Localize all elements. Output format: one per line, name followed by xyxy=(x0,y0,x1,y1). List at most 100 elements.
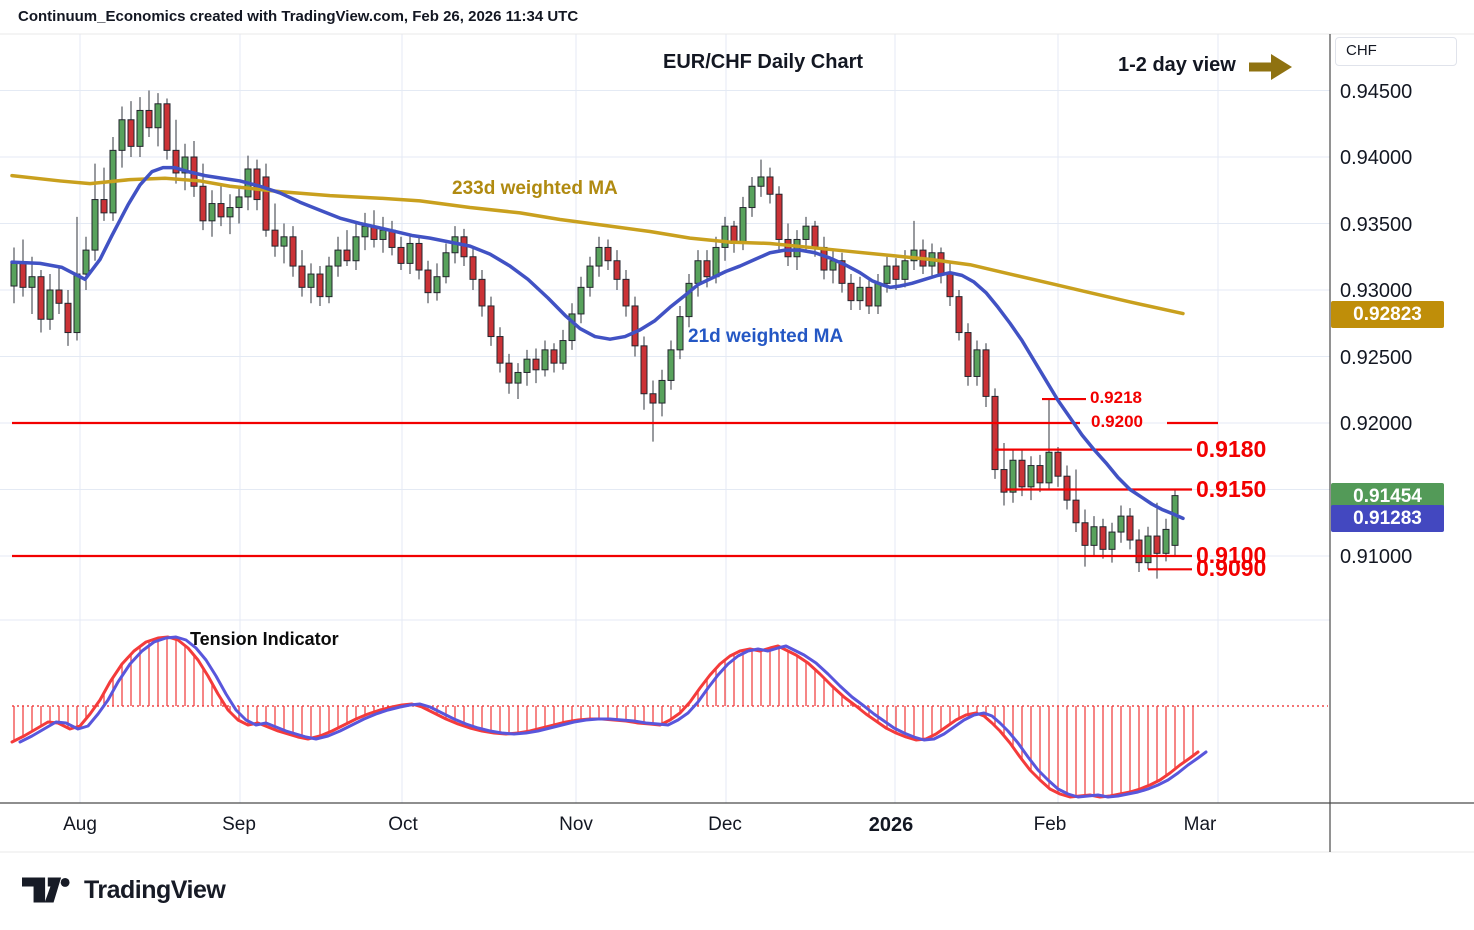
candle-bullish xyxy=(676,316,684,351)
candle-bearish xyxy=(478,278,486,307)
candle-bearish xyxy=(145,109,153,129)
candle-bearish xyxy=(298,265,306,288)
time-axis-label-Mar: Mar xyxy=(1183,814,1217,835)
candle-bullish xyxy=(1009,459,1017,493)
candle-bearish xyxy=(100,199,108,214)
candle-bullish xyxy=(1027,465,1035,488)
candle-bearish xyxy=(316,273,324,298)
candle-bullish xyxy=(91,199,99,251)
currency-label-box[interactable]: CHF xyxy=(1335,37,1457,66)
level-label-0.9180: 0.9180 xyxy=(1196,435,1267,462)
level-label-0.9150: 0.9150 xyxy=(1196,475,1267,502)
tension-blue-line xyxy=(18,635,1208,799)
candle-bearish xyxy=(487,305,495,338)
candle-bullish xyxy=(523,358,531,373)
candle-bullish xyxy=(136,109,144,147)
last-price-badge: 0.91454 xyxy=(1331,482,1444,510)
price-tick-0.92500: 0.92500 xyxy=(1340,346,1413,369)
time-axis-label-2026: 2026 xyxy=(868,814,914,836)
price-tick-0.92000: 0.92000 xyxy=(1340,413,1413,435)
brand-name: TradingView xyxy=(84,875,226,904)
candle-bullish xyxy=(379,229,387,240)
candle-bullish xyxy=(433,276,441,294)
candle-bullish xyxy=(559,340,567,364)
time-axis-label-Aug: Aug xyxy=(63,814,97,835)
ma233-line xyxy=(10,173,1185,316)
candle-bearish xyxy=(1135,539,1143,564)
candle-bearish xyxy=(1126,515,1134,541)
candle-bullish xyxy=(802,225,810,240)
candle-bullish xyxy=(712,246,720,278)
candle-bullish xyxy=(118,119,126,151)
tradingview-logo-icon xyxy=(20,874,72,906)
candle-bearish xyxy=(766,176,774,195)
candle-bullish xyxy=(1171,495,1179,546)
candle-bearish xyxy=(1099,526,1107,550)
candle-bullish xyxy=(577,286,585,315)
right-arrow-icon xyxy=(1246,52,1294,82)
time-axis-label-Dec: Dec xyxy=(708,814,742,835)
level-label-0.9100: 0.9100 xyxy=(1196,542,1267,568)
candle-bullish xyxy=(595,246,603,267)
candle-bullish xyxy=(1045,451,1053,484)
candle-bearish xyxy=(37,276,45,320)
ma21-label: 21d weighted MA xyxy=(688,326,844,347)
candle-bearish xyxy=(811,225,819,248)
candle-bearish xyxy=(1153,535,1161,554)
candle-bullish xyxy=(235,196,243,209)
candle-bullish xyxy=(307,273,315,288)
candle-bullish xyxy=(910,249,918,262)
tension-indicator-title: Tension Indicator xyxy=(190,629,339,649)
candle-bullish xyxy=(154,103,162,129)
candle-bullish xyxy=(901,260,909,280)
candle-bearish xyxy=(550,349,558,364)
candle-bearish xyxy=(631,305,639,347)
candle-bearish xyxy=(703,260,711,278)
candle-bearish xyxy=(262,176,270,231)
candle-bullish xyxy=(82,249,90,275)
candle-bullish xyxy=(685,282,693,318)
candle-bearish xyxy=(1018,459,1026,488)
level-label-0.9090: 0.9090 xyxy=(1196,555,1267,582)
ma233-value-badge: 0.92823 xyxy=(1331,300,1444,328)
candle-bullish xyxy=(28,276,36,288)
candle-bullish xyxy=(1144,535,1152,564)
candle-bearish xyxy=(289,236,297,267)
level-label-0.9200: 0.9200 xyxy=(1091,412,1143,431)
candle-bearish xyxy=(343,249,351,262)
price-tick-0.94000: 0.94000 xyxy=(1340,147,1413,169)
time-axis-label-Oct: Oct xyxy=(388,814,418,835)
candle-bearish xyxy=(649,393,657,404)
candle-bullish xyxy=(856,286,864,302)
candle-bearish xyxy=(271,229,279,247)
candle-bearish xyxy=(469,256,477,280)
candle-bullish xyxy=(541,349,549,371)
candle-bearish xyxy=(1000,469,1008,493)
candle-bearish xyxy=(19,262,27,288)
candle-bullish xyxy=(1090,526,1098,546)
candle-bearish xyxy=(613,260,621,280)
candle-bullish xyxy=(658,379,666,404)
candle-bearish xyxy=(1072,499,1080,524)
candle-bullish xyxy=(973,349,981,377)
candle-bearish xyxy=(604,246,612,262)
candle-bearish xyxy=(415,242,423,271)
candle-bearish xyxy=(1054,451,1062,477)
candle-bearish xyxy=(1063,475,1071,501)
tradingview-branding[interactable]: TradingView xyxy=(20,874,226,906)
candle-bullish xyxy=(334,249,342,267)
candle-bullish xyxy=(208,203,216,222)
candle-bearish xyxy=(892,265,900,280)
ma21-line xyxy=(10,165,1185,521)
candle-bearish xyxy=(55,289,63,304)
view-note-label: 1-2 day view xyxy=(1118,54,1236,76)
candle-bearish xyxy=(991,395,999,471)
candle-bullish xyxy=(568,313,576,342)
candle-bearish xyxy=(127,119,135,147)
candle-bearish xyxy=(172,149,180,174)
candle-bearish xyxy=(865,286,873,307)
candle-bullish xyxy=(883,265,891,284)
candle-bullish xyxy=(406,242,414,264)
price-tick-0.91000: 0.91000 xyxy=(1340,546,1413,568)
